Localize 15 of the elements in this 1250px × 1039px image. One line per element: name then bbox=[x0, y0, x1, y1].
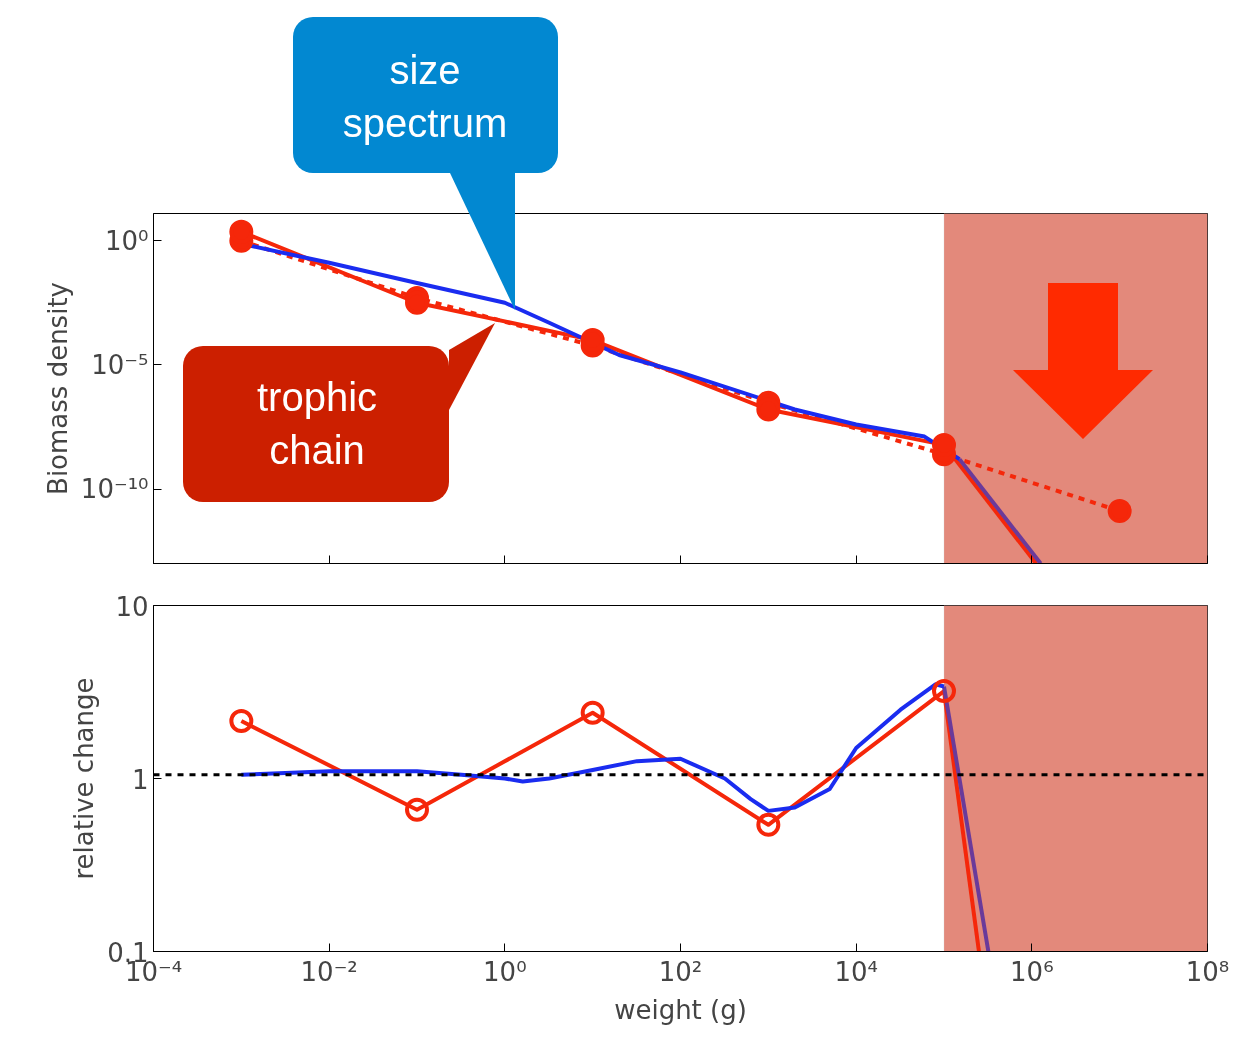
annotation: trophic chain bbox=[256, 374, 378, 472]
x-tick-label: 10⁴ bbox=[834, 956, 878, 987]
y-tick-label: 10 bbox=[115, 591, 149, 622]
y-tick-label: 10⁻⁵ bbox=[91, 349, 149, 380]
x-tick-label: 10⁻² bbox=[300, 956, 358, 987]
x-tick-label: 10⁶ bbox=[1010, 956, 1054, 987]
x-tick-label: 10⁸ bbox=[1185, 956, 1230, 987]
y-tick-label: 10⁻¹⁰ bbox=[80, 474, 149, 505]
x-tick-label: 10² bbox=[658, 956, 703, 987]
x-tick-label: 10⁰ bbox=[483, 956, 527, 987]
y-tick-label: 1 bbox=[131, 764, 149, 795]
y-axis-title: relative change bbox=[69, 677, 100, 880]
y-axis-title: Biomass density bbox=[42, 282, 73, 495]
x-axis-title: weight (g) bbox=[614, 994, 747, 1025]
y-tick-label: 10⁰ bbox=[104, 225, 149, 256]
